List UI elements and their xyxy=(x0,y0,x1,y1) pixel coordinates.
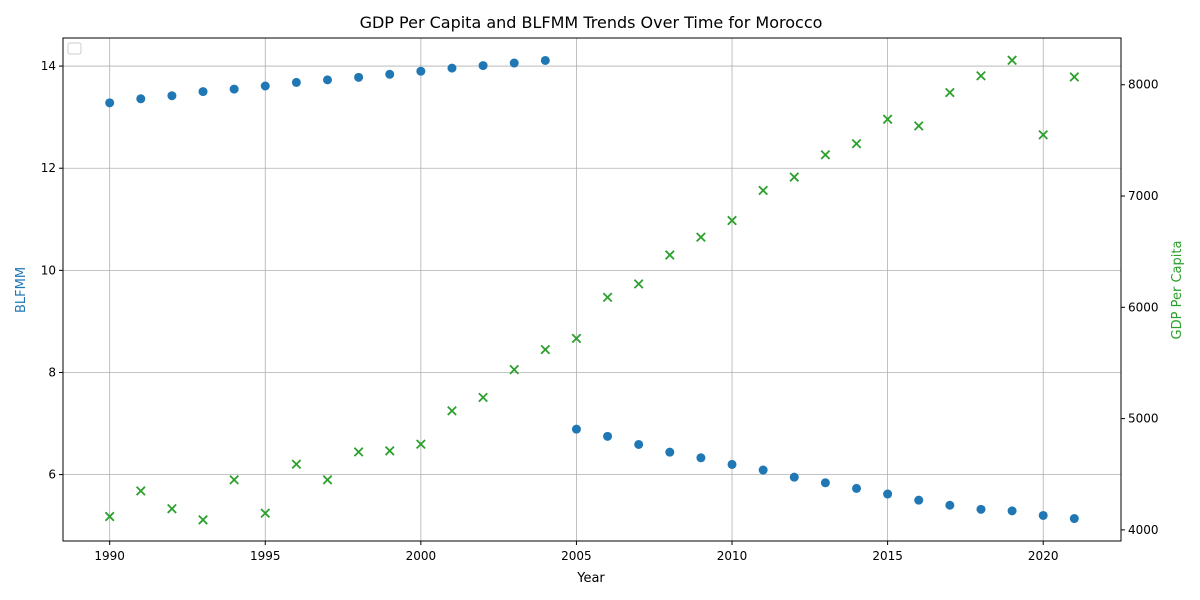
blfmm-point xyxy=(820,478,830,488)
plot-area-frame xyxy=(62,37,1122,542)
chart-title: GDP Per Capita and BLFMM Trends Over Tim… xyxy=(360,13,823,32)
x-tick-label: 2010 xyxy=(717,549,748,563)
blfmm-point xyxy=(354,72,364,82)
x-tick-label: 2015 xyxy=(872,549,903,563)
gdp-point xyxy=(945,87,955,98)
gdp-point xyxy=(509,364,520,375)
gdp-point xyxy=(229,474,239,485)
blfmm-point xyxy=(1038,510,1048,520)
data-marks xyxy=(104,55,1080,525)
gdp-point xyxy=(540,344,551,355)
blfmm-point xyxy=(758,465,768,475)
y-right-tick-label: 4000 xyxy=(1128,523,1159,537)
y-axis-left: 6 8 10 12 14 xyxy=(41,59,63,482)
blfmm-point xyxy=(509,58,519,68)
blfmm-point xyxy=(914,495,924,505)
y-axis-left-label: BLFMM xyxy=(14,267,29,313)
x-tick-label: 2000 xyxy=(406,549,437,563)
blfmm-point xyxy=(136,94,146,104)
blfmm-point xyxy=(665,447,675,457)
y-left-tick-label: 14 xyxy=(41,59,56,73)
gdp-point xyxy=(104,511,115,522)
blfmm-point xyxy=(571,424,581,434)
blfmm-point xyxy=(478,61,488,71)
blfmm-point xyxy=(540,55,550,65)
x-tick-label: 2020 xyxy=(1028,549,1059,563)
y-right-tick-label: 6000 xyxy=(1128,300,1159,314)
x-axis-label: Year xyxy=(576,571,605,586)
gdp-point xyxy=(198,515,208,525)
y-left-tick-label: 10 xyxy=(41,263,56,277)
gdp-point xyxy=(727,215,737,226)
blfmm-point xyxy=(696,453,706,463)
y-right-tick-label: 8000 xyxy=(1128,78,1159,92)
gdp-point xyxy=(447,405,457,416)
blfmm-point xyxy=(198,87,208,97)
gdp-point xyxy=(167,503,177,514)
gdp-point xyxy=(322,474,333,485)
y-right-tick-label: 7000 xyxy=(1128,189,1159,203)
gdp-point xyxy=(1069,72,1080,82)
blfmm-point xyxy=(385,69,395,79)
blfmm-point xyxy=(634,439,644,449)
blfmm-point xyxy=(1007,506,1017,516)
blfmm-point xyxy=(105,98,115,108)
blfmm-point xyxy=(852,483,861,493)
gdp-point xyxy=(758,185,768,196)
blfmm-point xyxy=(291,77,301,87)
y-axis-right-label: GDP Per Capita xyxy=(1170,241,1185,340)
gdp-point xyxy=(1038,129,1049,140)
gdp-point xyxy=(571,333,582,344)
y-left-tick-label: 12 xyxy=(41,161,56,175)
grid xyxy=(63,38,1121,541)
x-tick-label: 1995 xyxy=(250,549,281,563)
gdp-point xyxy=(291,459,302,470)
gdp-point xyxy=(696,232,706,243)
gdp-point xyxy=(633,279,644,289)
blfmm-point xyxy=(727,459,737,469)
legend-box xyxy=(67,42,82,55)
blfmm-point xyxy=(167,91,177,101)
gdp-point xyxy=(602,292,613,303)
gdp-point xyxy=(664,250,675,260)
x-axis: 1990 1995 2000 2005 2010 2015 2020 xyxy=(94,541,1058,563)
y-axis-right: 4000 5000 6000 7000 8000 xyxy=(1121,78,1159,537)
blfmm-point xyxy=(603,431,613,441)
gdp-point xyxy=(882,114,893,125)
gdp-point xyxy=(260,508,271,519)
gdp-point xyxy=(851,138,862,149)
blfmm-point xyxy=(976,504,986,514)
blfmm-point xyxy=(945,500,955,510)
blfmm-point xyxy=(1069,514,1079,524)
gdp-point xyxy=(820,150,831,160)
y-right-tick-label: 5000 xyxy=(1128,412,1159,426)
gdp-point xyxy=(416,439,426,450)
blfmm-point xyxy=(416,66,426,76)
x-tick-label: 2005 xyxy=(561,549,592,563)
x-tick-label: 1990 xyxy=(94,549,125,563)
blfmm-point xyxy=(447,63,457,73)
gdp-point xyxy=(353,447,364,457)
y-left-tick-label: 8 xyxy=(48,365,56,379)
gdp-point xyxy=(135,486,146,496)
blfmm-point xyxy=(229,84,239,94)
blfmm-point xyxy=(323,75,332,85)
gdp-point xyxy=(1007,55,1017,66)
blfmm-point xyxy=(260,81,270,91)
gdp-point xyxy=(384,446,395,456)
gdp-point xyxy=(478,392,488,403)
blfmm-point xyxy=(789,472,799,482)
y-left-tick-label: 6 xyxy=(48,468,56,482)
gdp-point xyxy=(913,121,924,131)
gdp-point xyxy=(976,70,986,81)
gdp-point xyxy=(789,172,800,182)
blfmm-point xyxy=(883,489,893,499)
